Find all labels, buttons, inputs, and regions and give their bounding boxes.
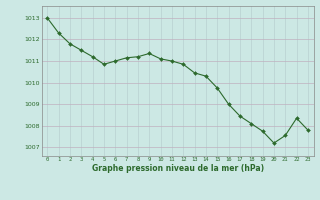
X-axis label: Graphe pression niveau de la mer (hPa): Graphe pression niveau de la mer (hPa) (92, 164, 264, 173)
